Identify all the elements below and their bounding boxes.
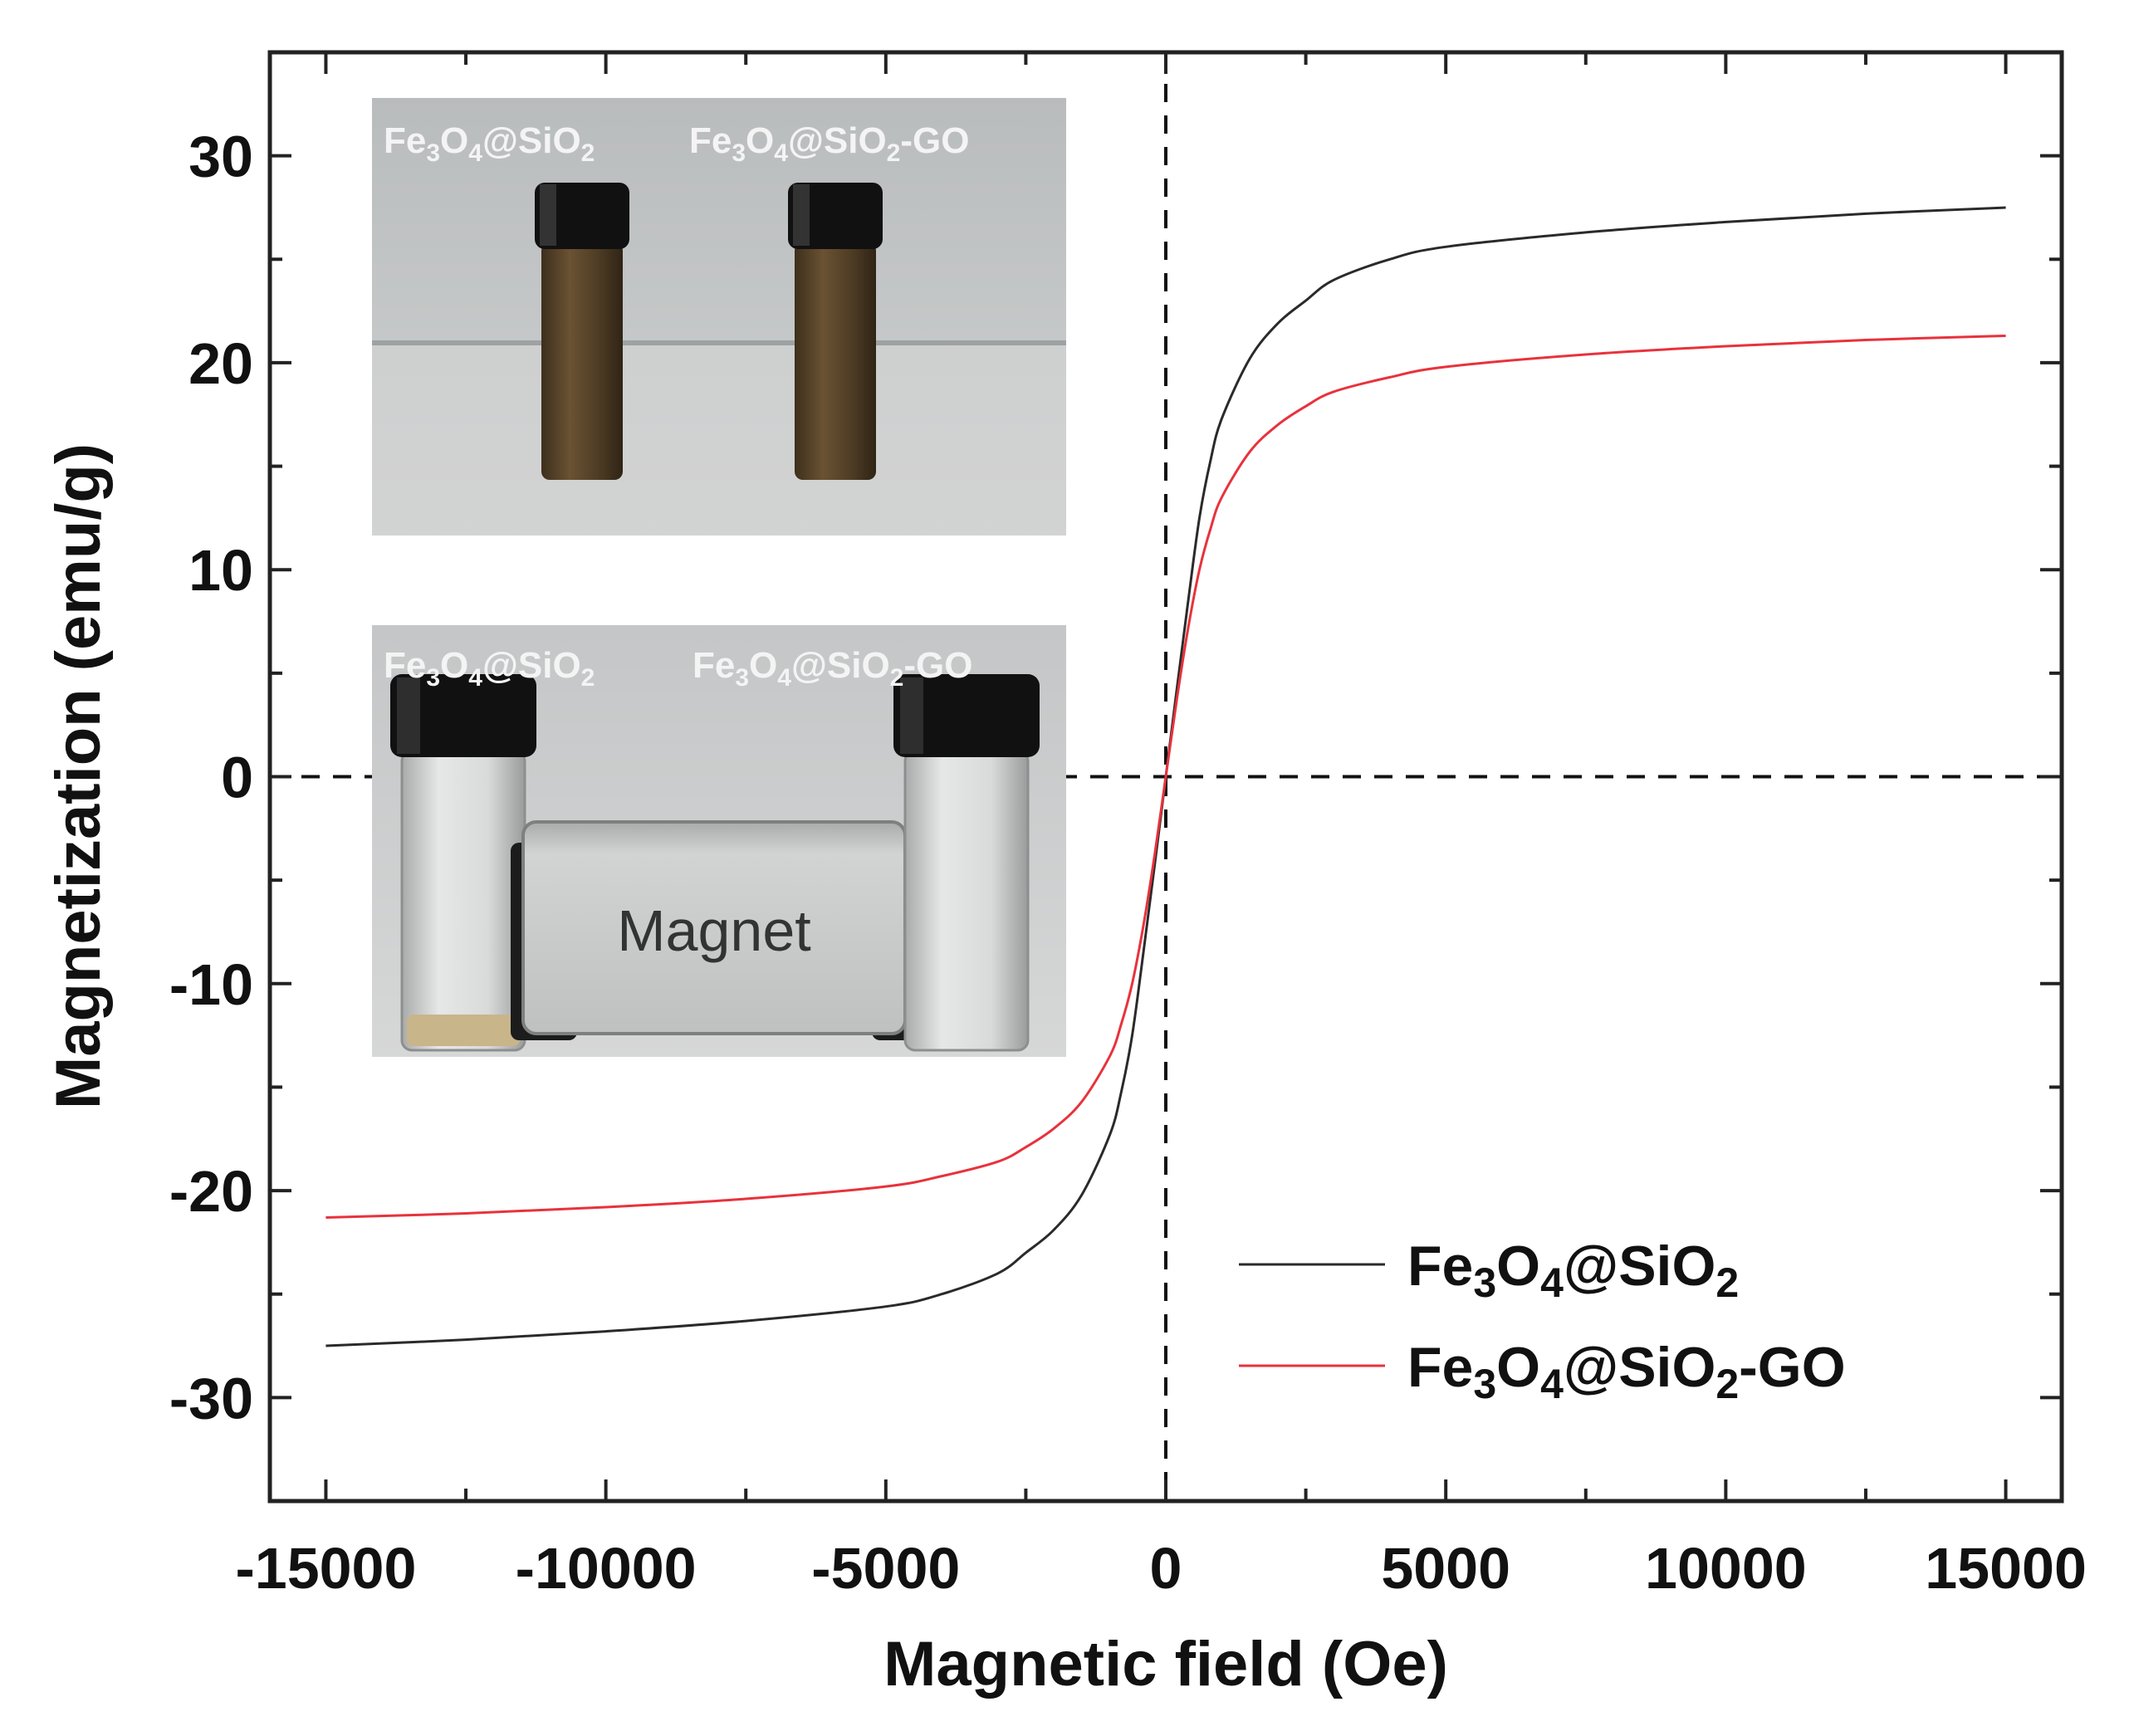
legend-label-1: Fe3O4@SiO2 bbox=[1407, 1235, 1739, 1306]
y-axis-title: Magnetization (emu/g) bbox=[43, 443, 114, 1109]
photo-top-label-right: Fe3O4@SiO2-GO bbox=[689, 120, 969, 167]
vial-icon bbox=[390, 674, 536, 1052]
y-tick-label: 20 bbox=[188, 331, 253, 396]
x-tick-label: -10000 bbox=[516, 1536, 697, 1601]
x-tick-label: -15000 bbox=[235, 1536, 416, 1601]
magnet-icon: Magnet bbox=[511, 820, 938, 1040]
data-curves bbox=[325, 206, 2006, 1347]
photo-bottom-label-right: Fe3O4@SiO2-GO bbox=[693, 645, 972, 692]
y-tick-label: -20 bbox=[169, 1159, 253, 1224]
magnet-label: Magnet bbox=[617, 898, 810, 963]
y-tick-label: -30 bbox=[169, 1366, 253, 1430]
x-tick-label: -5000 bbox=[811, 1536, 960, 1601]
inset-photo-bottom: Magnet Fe3O4@SiO2 Fe3O4@SiO2-GO bbox=[372, 625, 1066, 1057]
series-line-2 bbox=[325, 335, 2006, 1219]
y-tick-label: 30 bbox=[188, 125, 253, 189]
x-tick-label: 5000 bbox=[1381, 1536, 1510, 1601]
y-tick-label: 10 bbox=[188, 538, 253, 603]
photo-top-label-left: Fe3O4@SiO2 bbox=[384, 120, 595, 167]
vial-icon bbox=[535, 183, 629, 480]
photo-bottom-label-left: Fe3O4@SiO2 bbox=[384, 645, 595, 692]
x-axis-title: Magnetic field (Oe) bbox=[883, 1629, 1448, 1699]
x-tick-label: 10000 bbox=[1645, 1536, 1807, 1601]
x-tick-label: 0 bbox=[1150, 1536, 1182, 1601]
vial-icon bbox=[788, 183, 883, 480]
y-tick-label: -10 bbox=[169, 952, 253, 1017]
vial-icon bbox=[893, 674, 1040, 1052]
inset-photo-top: Fe3O4@SiO2 Fe3O4@SiO2-GO bbox=[372, 98, 1066, 535]
legend: Fe3O4@SiO2 Fe3O4@SiO2-GO bbox=[1239, 1235, 1846, 1407]
legend-label-2: Fe3O4@SiO2-GO bbox=[1407, 1336, 1846, 1407]
y-tick-label: 0 bbox=[221, 746, 253, 810]
x-tick-label: 15000 bbox=[1925, 1536, 2087, 1601]
axes: -15000 -10000 -5000 0 5000 10000 15000 -30 -20 -1… bbox=[169, 52, 2087, 1601]
